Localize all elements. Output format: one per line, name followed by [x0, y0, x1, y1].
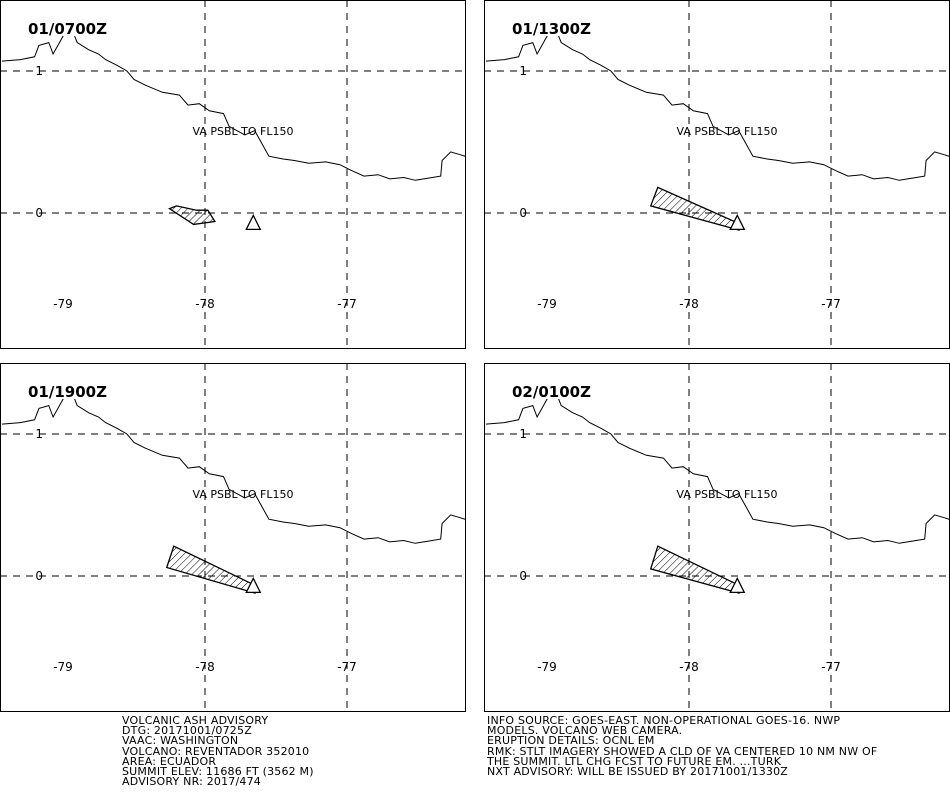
valid-time-label: 01/1300Z — [512, 20, 591, 38]
map-canvas: 01/0700Z VA PSBL TO FL150 1 0 -79 -78 -77 — [0, 0, 466, 349]
map-panel: 02/0100Z VA PSBL TO FL150 1 0 -79 -78 -77 — [484, 363, 950, 712]
advisory-header-block: VOLCANIC ASH ADVISORY DTG: 20171001/0725Z… — [122, 714, 314, 789]
advisory-line: VOLCANIC ASH ADVISORY — [122, 714, 269, 727]
advisory-line: ERUPTION DETAILS: OCNL EM — [487, 734, 655, 748]
latitude-label: 0 — [35, 206, 43, 220]
longitude-label: -79 — [537, 660, 557, 674]
latitude-label: 0 — [35, 569, 43, 583]
valid-time-label: 01/0700Z — [28, 20, 107, 38]
advisory-line: AREA: ECUADOR — [122, 754, 217, 768]
map-panel: 01/1300Z VA PSBL TO FL150 1 0 -79 -78 -77 — [484, 0, 950, 349]
valid-time-label: 02/0100Z — [512, 383, 591, 401]
longitude-label: -79 — [53, 297, 73, 311]
latitude-label: 1 — [519, 64, 527, 78]
longitude-label: -78 — [195, 297, 215, 311]
longitude-label: -77 — [821, 660, 841, 674]
map-panel: 01/1900Z VA PSBL TO FL150 1 0 -79 -78 -77 — [0, 363, 466, 712]
longitude-label: -79 — [537, 297, 557, 311]
advisory-line: ADVISORY NR: 2017/474 — [122, 775, 261, 789]
panel-frame — [484, 363, 950, 712]
map-panel: 01/0700Z VA PSBL TO FL150 1 0 -79 -78 -77 — [0, 0, 466, 349]
longitude-label: -78 — [195, 660, 215, 674]
panel-frame — [484, 0, 950, 349]
volcano-icon — [729, 576, 746, 594]
advisory-line: RMK: STLT IMAGERY SHOWED A CLD OF VA CEN… — [487, 744, 878, 758]
volcano-icon — [729, 213, 746, 231]
latitude-label: 1 — [519, 427, 527, 441]
latitude-label: 1 — [35, 427, 43, 441]
panel-frame — [0, 363, 466, 712]
latitude-label: 0 — [519, 206, 527, 220]
longitude-label: -78 — [679, 297, 699, 311]
advisory-line: MODELS. VOLCANO WEB CAMERA. — [487, 724, 683, 738]
ash-level-label: VA PSBL TO FL150 — [193, 125, 294, 138]
ash-level-label: VA PSBL TO FL150 — [677, 125, 778, 138]
panel-frame — [0, 0, 466, 349]
longitude-label: -79 — [53, 660, 73, 674]
latitude-label: 0 — [519, 569, 527, 583]
advisory-line: VOLCANO: REVENTADOR 352010 — [122, 744, 310, 758]
advisory-line: DTG: 20171001/0725Z — [122, 724, 252, 738]
advisory-remarks-block: INFO SOURCE: GOES-EAST. NON-OPERATIONAL … — [487, 714, 878, 778]
longitude-label: -77 — [337, 297, 357, 311]
volcano-icon — [245, 213, 262, 231]
advisory-line: INFO SOURCE: GOES-EAST. NON-OPERATIONAL … — [487, 714, 841, 727]
volcano-icon — [245, 576, 262, 594]
advisory-line: VAAC: WASHINGTON — [122, 734, 239, 748]
map-canvas: 01/1900Z VA PSBL TO FL150 1 0 -79 -78 -77 — [0, 363, 466, 712]
advisory-line: NXT ADVISORY: WILL BE ISSUED BY 20171001… — [487, 764, 789, 778]
map-canvas: 02/0100Z VA PSBL TO FL150 1 0 -79 -78 -77 — [484, 363, 950, 712]
map-canvas: 01/1300Z VA PSBL TO FL150 1 0 -79 -78 -77 — [484, 0, 950, 349]
longitude-label: -77 — [821, 297, 841, 311]
advisory-line: SUMMIT ELEV: 11686 FT (3562 M) — [122, 764, 314, 778]
longitude-label: -78 — [679, 660, 699, 674]
ash-cloud-polygon — [168, 205, 216, 226]
ash-level-label: VA PSBL TO FL150 — [193, 488, 294, 501]
latitude-label: 1 — [35, 64, 43, 78]
valid-time-label: 01/1900Z — [28, 383, 107, 401]
longitude-label: -77 — [337, 660, 357, 674]
advisory-line: THE SUMMIT. LTL CHG FCST TO FUTURE EM. .… — [487, 754, 782, 768]
ash-level-label: VA PSBL TO FL150 — [677, 488, 778, 501]
